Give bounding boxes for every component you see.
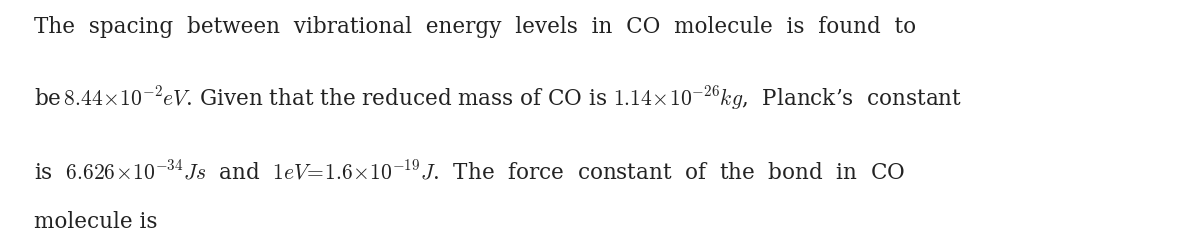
Text: The  spacing  between  vibrational  energy  levels  in  CO  molecule  is  found : The spacing between vibrational energy l… — [34, 16, 916, 38]
Text: molecule is: molecule is — [34, 211, 157, 233]
Text: be$\,8.44\!\times\!10^{-2}eV$. Given that the reduced mass of CO is $1.14\!\time: be$\,8.44\!\times\!10^{-2}eV$. Given tha… — [34, 85, 961, 112]
Text: is  $6.626\!\times\!10^{-34}Js$  and  $1eV\!=\!1.6\!\times\!10^{-19}J$.  The  fo: is $6.626\!\times\!10^{-34}Js$ and $1eV\… — [34, 160, 905, 184]
